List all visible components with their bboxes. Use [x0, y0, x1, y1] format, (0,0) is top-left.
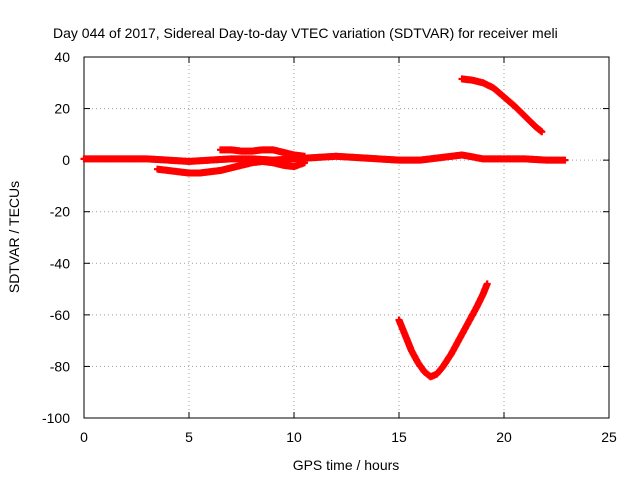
- data-point: [301, 152, 308, 160]
- data-point: [538, 128, 546, 136]
- x-axis-label: GPS time / hours: [293, 457, 400, 473]
- y-axis-ticks: -100 -80 -60 -40 -20 0 20 40: [42, 49, 609, 426]
- x-tick-label: 15: [391, 429, 407, 445]
- plot-frame: [83, 56, 610, 419]
- x-tick-label: 5: [185, 429, 193, 445]
- y-axis-label: SDTVAR / TECUs: [6, 181, 22, 293]
- data-series: [217, 146, 308, 160]
- x-tick-label: 20: [496, 429, 512, 445]
- plot-area: [80, 75, 569, 381]
- data-series: [458, 75, 546, 136]
- data-point: [483, 280, 491, 288]
- data-series: [154, 157, 308, 177]
- x-tick-label: 0: [80, 429, 88, 445]
- y-tick-label: -80: [50, 358, 70, 374]
- data-point: [561, 156, 569, 164]
- y-tick-label: -40: [50, 255, 70, 271]
- x-axis-ticks: 0 5 10 15 20 25: [80, 57, 617, 445]
- y-tick-label: -100: [42, 410, 70, 426]
- y-tick-label: -20: [50, 204, 70, 220]
- data-point: [301, 159, 308, 167]
- data-series: [80, 151, 569, 165]
- x-tick-label: 10: [286, 429, 302, 445]
- x-tick-label: 25: [601, 429, 617, 445]
- y-tick-label: 20: [54, 101, 70, 117]
- y-tick-label: -60: [50, 307, 70, 323]
- y-tick-label: 40: [54, 49, 70, 65]
- y-tick-label: 0: [62, 152, 70, 168]
- grid: [84, 57, 609, 418]
- chart-title: Day 044 of 2017, Sidereal Day-to-day VTE…: [53, 25, 558, 41]
- data-series: [395, 280, 491, 381]
